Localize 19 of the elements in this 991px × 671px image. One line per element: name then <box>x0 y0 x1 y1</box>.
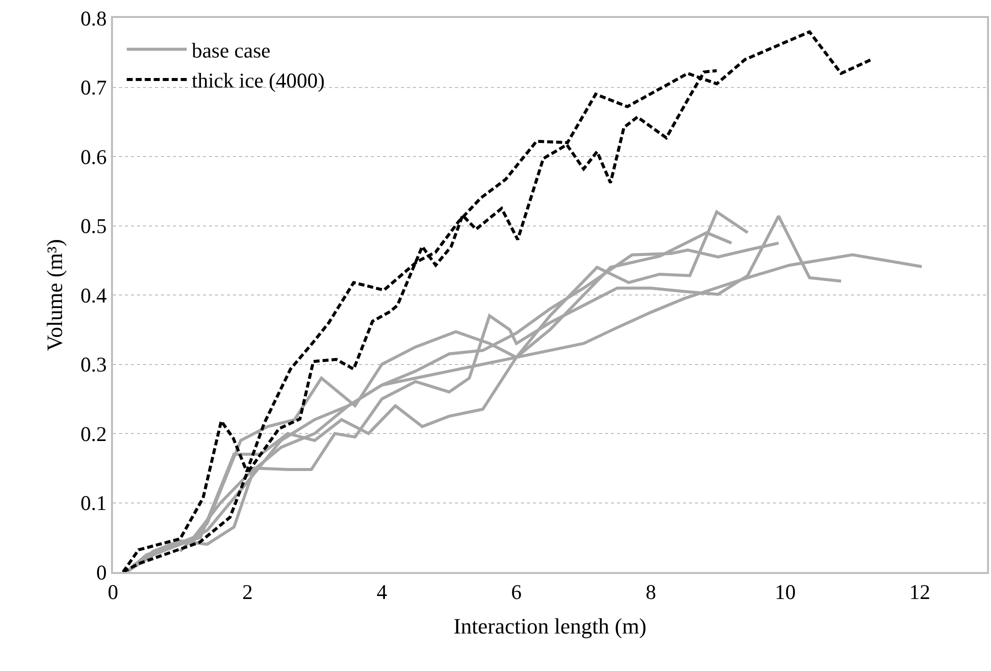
x-tick-label: 10 <box>774 580 796 604</box>
y-tick-label: 0.1 <box>80 491 107 516</box>
x-axis-title: Interaction length (m) <box>453 614 647 639</box>
x-tick-label: 12 <box>909 580 930 604</box>
legend-label: thick ice (4000) <box>192 68 325 93</box>
y-tick-label: 0.3 <box>80 352 107 377</box>
legend-label: base case <box>192 38 270 62</box>
x-tick-label: 2 <box>242 580 253 604</box>
y-tick-label: 0.4 <box>80 283 108 308</box>
y-tick-label: 0.6 <box>80 144 107 169</box>
y-axis-title: Volume (m³) <box>42 239 67 351</box>
x-tick-label: 8 <box>646 580 656 604</box>
x-tick-label: 6 <box>511 580 522 604</box>
y-tick-label: 0 <box>96 560 107 584</box>
y-tick-label: 0.7 <box>80 76 107 100</box>
y-tick-label: 0.5 <box>80 214 107 238</box>
x-tick-label: 4 <box>376 580 388 604</box>
y-tick-label: 0.8 <box>80 6 107 30</box>
y-tick-label: 0.2 <box>80 422 107 446</box>
